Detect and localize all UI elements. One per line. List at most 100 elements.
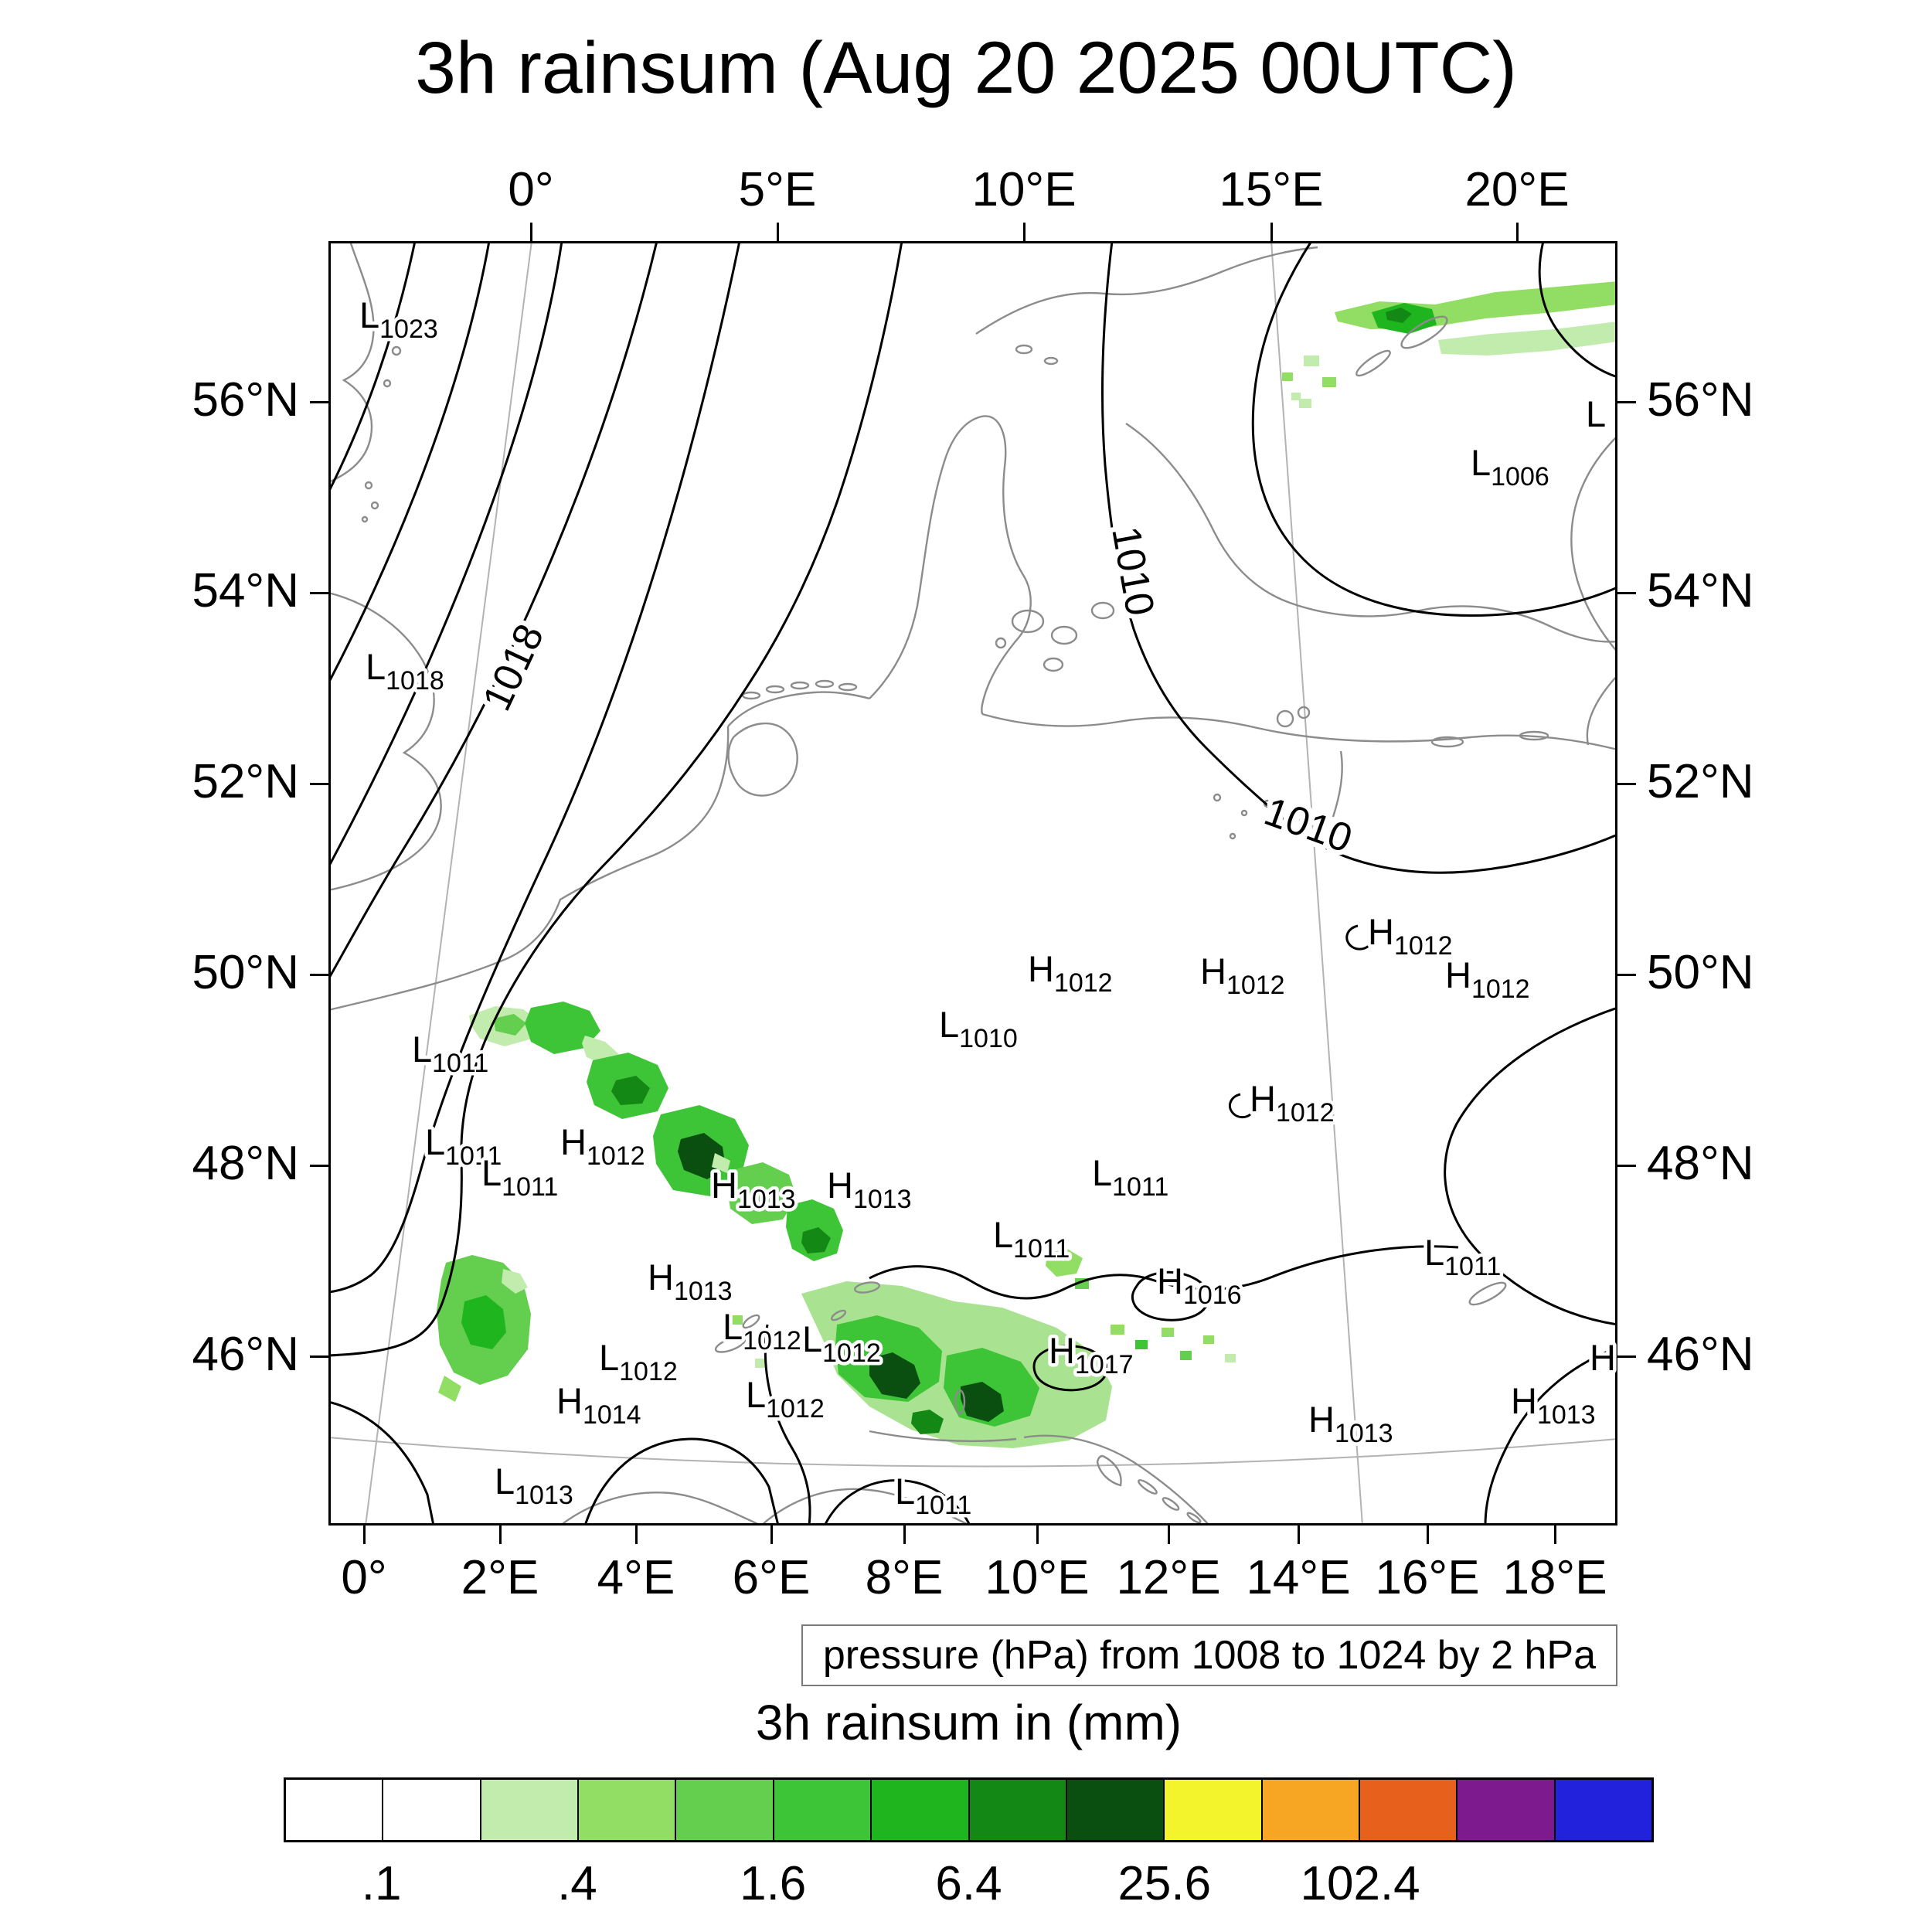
axis-label-bottom: 14°E [1246, 1551, 1351, 1604]
colorbar-cell [675, 1780, 773, 1840]
pressure-center-h1017: H1017 [1049, 1330, 1134, 1379]
axis-label-top: 10°E [971, 163, 1077, 216]
graticule-lines [328, 241, 1617, 1526]
pressure-center-l1018: L1018 [366, 646, 444, 696]
pressure-center-l1012: L1012 [723, 1306, 801, 1355]
parallel-south [328, 1437, 1617, 1468]
axis-tick-top [1270, 223, 1273, 241]
colorbar-cell [1456, 1780, 1554, 1840]
contour-label: 1010 [1259, 789, 1359, 862]
axis-tick-top [1022, 223, 1026, 241]
colorbar-cell [577, 1780, 675, 1840]
pressure-center-h1012: H1012 [1028, 948, 1113, 998]
map-panel: 1018 1010 1010 L1023 L L1006 L1018 H1012 H1012 H… [328, 241, 1617, 1526]
colorbar-cell [479, 1780, 578, 1840]
colorbar-tick-label: 1.6 [740, 1857, 807, 1910]
colorbar-cell [968, 1780, 1066, 1840]
axis-tick-bottom [1297, 1526, 1300, 1544]
pressure-center-l1012: L1012 [746, 1374, 825, 1423]
axis-tick-bottom [634, 1526, 638, 1544]
colorbar-cell [286, 1780, 383, 1840]
axis-tick-bottom [498, 1526, 502, 1544]
axis-label-bottom: 12°E [1116, 1551, 1221, 1604]
pressure-center-l1012: L1012 [802, 1318, 881, 1368]
colorbar-title: 3h rainsum in (mm) [755, 1695, 1182, 1750]
pressure-center-h1013: H1013 [1511, 1380, 1596, 1430]
axis-tick-bottom [770, 1526, 773, 1544]
axis-tick-right [1617, 973, 1636, 976]
axis-label-lat-left: 54°N [192, 564, 299, 617]
pressure-center-l1023: L1023 [359, 294, 438, 344]
pressure-center-h1012: H1012 [1445, 954, 1530, 1004]
coastlines [328, 241, 1617, 1526]
axis-label-bottom: 10°E [985, 1551, 1090, 1604]
pressure-contours [328, 241, 1617, 1526]
axis-tick-bottom [1036, 1526, 1039, 1544]
axis-label-lat-left: 48°N [192, 1137, 299, 1190]
pressure-caption: pressure (hPa) from 1008 to 1024 by 2 hP… [801, 1624, 1617, 1686]
pressure-center-h1012: H1012 [1200, 951, 1285, 1000]
axis-label-bottom: 18°E [1502, 1551, 1607, 1604]
colorbar-tick-label: .4 [557, 1857, 597, 1910]
axis-label-bottom: 8°E [865, 1551, 944, 1604]
pressure-center-h1012: H1012 [1368, 911, 1453, 961]
pressure-center-l1013: L1013 [495, 1461, 573, 1510]
meridian-0e [365, 241, 532, 1526]
pressure-center-l1011: L1011 [1424, 1232, 1501, 1281]
axis-label-lat-left: 56°N [192, 373, 299, 427]
axis-label-lat-right: 54°N [1647, 564, 1754, 617]
pressure-center-l1006: L1006 [1471, 442, 1549, 492]
axis-label-bottom: 2°E [461, 1551, 539, 1604]
axis-label-lat-right: 50°N [1647, 946, 1754, 999]
colorbar-cell [1358, 1780, 1457, 1840]
pressure-center-l1011: L1011 [412, 1029, 488, 1078]
axis-label-lat-right: 52°N [1647, 755, 1754, 808]
page-title: 3h rainsum (Aug 20 2025 00UTC) [415, 27, 1517, 109]
axis-tick-top [1515, 223, 1519, 241]
pressure-center-l1010: L1010 [939, 1004, 1018, 1053]
colorbar-cell [1065, 1780, 1164, 1840]
axis-tick-bottom [903, 1526, 906, 1544]
axis-tick-bottom [1167, 1526, 1170, 1544]
pressure-center-l1011: L1011 [895, 1471, 971, 1520]
pressure-center-h1013: H1013 [648, 1257, 733, 1306]
contour-label: 1010 [1103, 523, 1162, 619]
axis-tick-bottom [362, 1526, 366, 1544]
pressure-center-h1014: H1014 [556, 1380, 641, 1430]
contour-label: 1018 [474, 617, 553, 717]
colorbar-cell [1553, 1780, 1652, 1840]
colorbar-cell [870, 1780, 968, 1840]
axis-label-lat-right: 46°N [1647, 1328, 1754, 1381]
contour-labels: 1018 1010 1010 [469, 519, 1362, 867]
axis-tick-left [310, 973, 328, 976]
axis-tick-right [1617, 1355, 1636, 1358]
axis-tick-bottom [1553, 1526, 1556, 1544]
axis-tick-right [1617, 782, 1636, 785]
axis-label-bottom: 16°E [1375, 1551, 1480, 1604]
axis-tick-left [310, 1355, 328, 1358]
axis-label-lat-left: 52°N [192, 755, 299, 808]
pressure-center-h1013: H1013 [711, 1165, 796, 1214]
axis-label-bottom: 0° [341, 1551, 387, 1604]
pressure-center-h1016: H1016 [1157, 1260, 1242, 1310]
meridian-15e [1270, 241, 1363, 1526]
axis-tick-left [310, 1164, 328, 1167]
axis-tick-left [310, 400, 328, 403]
colorbar [284, 1777, 1654, 1842]
colorbar-cell [1163, 1780, 1261, 1840]
axis-label-lat-right: 48°N [1647, 1137, 1754, 1190]
axis-tick-right [1617, 400, 1636, 403]
axis-tick-right [1617, 1164, 1636, 1167]
map-frame [328, 241, 1617, 1526]
colorbar-cell [772, 1780, 871, 1840]
axis-label-bottom: 6°E [732, 1551, 811, 1604]
pressure-center-h: H [1590, 1337, 1616, 1378]
pressure-center-l: L [1586, 393, 1606, 434]
axis-tick-right [1617, 591, 1636, 594]
axis-tick-left [310, 591, 328, 594]
pressure-center-l1011: L1011 [481, 1152, 558, 1202]
axis-label-bottom: 4°E [597, 1551, 675, 1604]
